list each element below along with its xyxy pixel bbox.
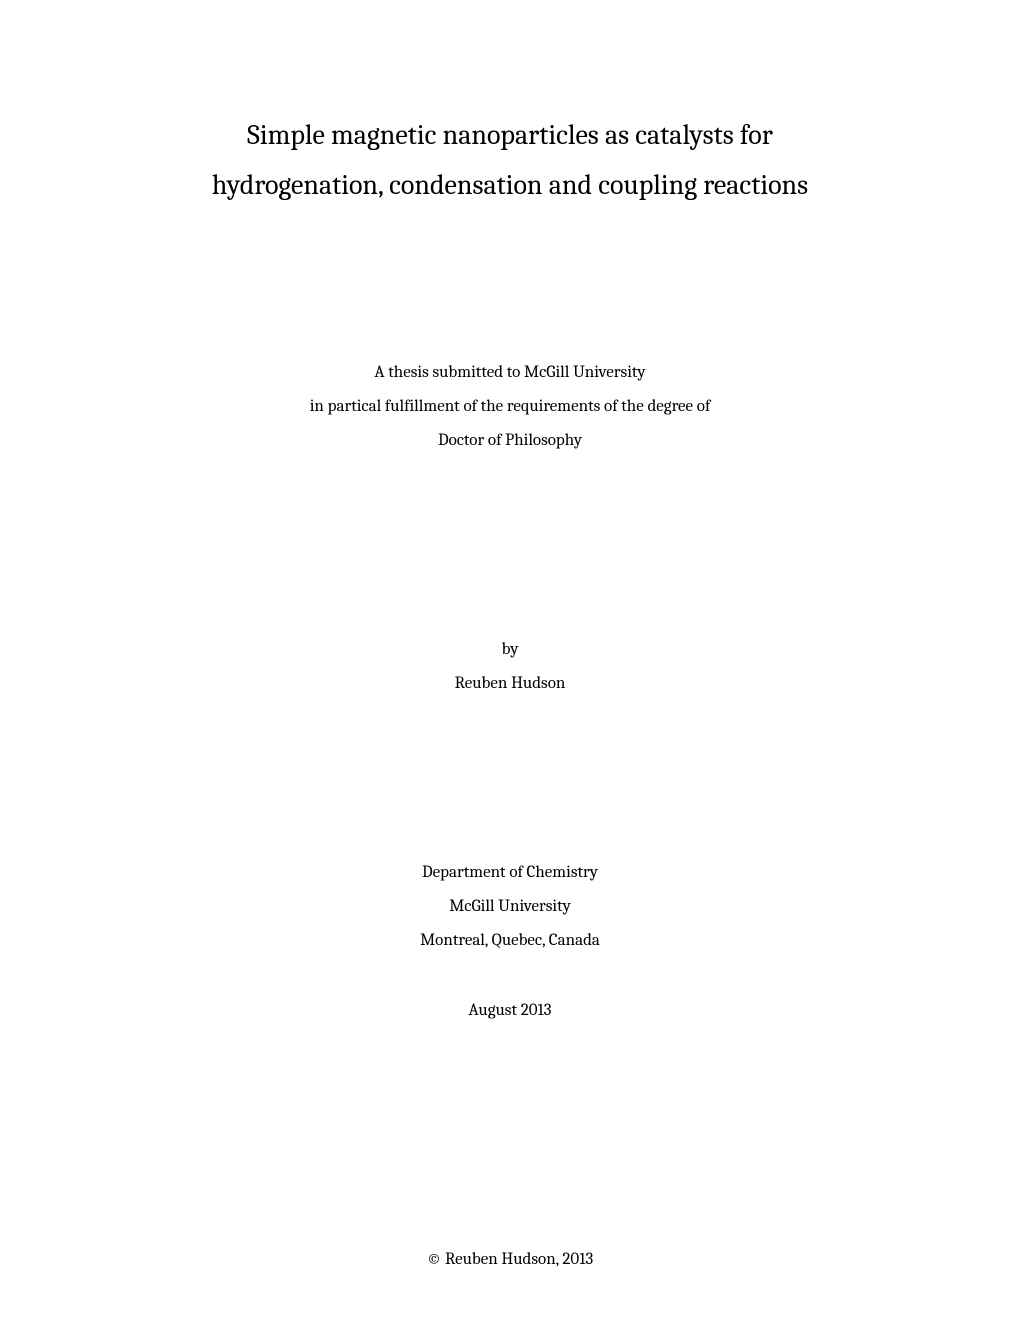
thesis-title: Simple magnetic nanoparticles as catalys… xyxy=(120,110,900,211)
copyright-text: © Reuben Hudson, 2013 xyxy=(427,1250,593,1269)
title-line2: hydrogenation, condensation and coupling… xyxy=(120,160,900,210)
title-line1: Simple magnetic nanoparticles as catalys… xyxy=(120,110,900,160)
submission-line3: Doctor of Philosophy xyxy=(120,424,900,458)
department-line2: McGill University xyxy=(120,890,900,924)
date-block: August 2013 xyxy=(120,994,900,1028)
date-text: August 2013 xyxy=(468,1001,551,1020)
submission-line2: in partical fulfillment of the requireme… xyxy=(120,390,900,424)
department-line3: Montreal, Quebec, Canada xyxy=(120,924,900,958)
author-name: Reuben Hudson xyxy=(120,667,900,701)
department-block: Department of Chemistry McGill Universit… xyxy=(120,856,900,958)
copyright-block: © Reuben Hudson, 2013 xyxy=(120,1243,900,1277)
author-block: by Reuben Hudson xyxy=(120,633,900,701)
author-by: by xyxy=(120,633,900,667)
submission-block: A thesis submitted to McGill University … xyxy=(120,356,900,458)
department-line1: Department of Chemistry xyxy=(120,856,900,890)
submission-line1: A thesis submitted to McGill University xyxy=(120,356,900,390)
